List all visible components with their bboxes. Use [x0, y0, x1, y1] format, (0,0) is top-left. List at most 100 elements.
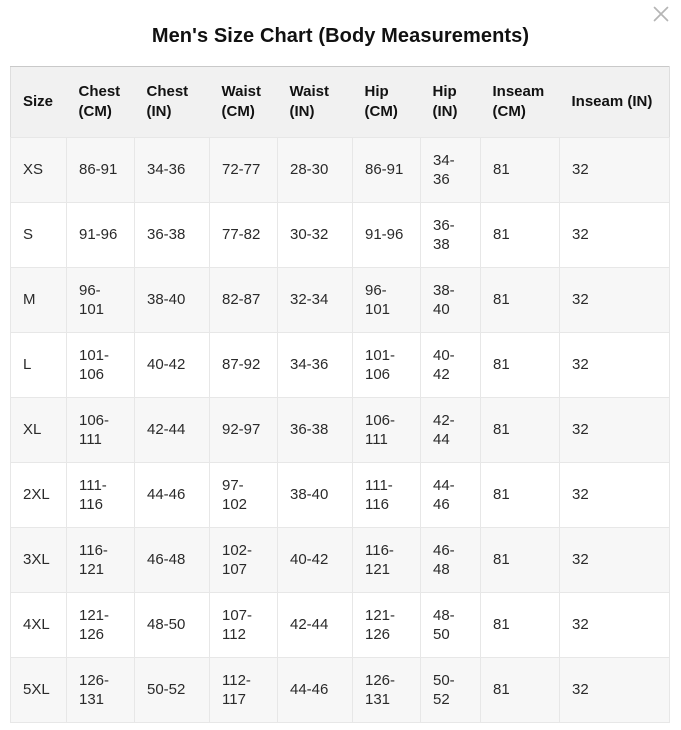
measurement-cell: 42-44 [420, 397, 481, 463]
table-row: 5XL 126-131 50-52 112-117 44-46 126-131 50-52 8… [10, 657, 670, 723]
column-header: Waist (IN) [277, 66, 353, 138]
measurement-cell: 40-42 [420, 332, 481, 398]
measurement-cell: 81 [480, 527, 560, 593]
close-button[interactable] [650, 3, 672, 25]
measurement-cell: 38-40 [134, 267, 210, 333]
measurement-cell: 81 [480, 137, 560, 203]
measurement-cell: 121-126 [352, 592, 421, 658]
measurement-cell: 30-32 [277, 202, 353, 268]
measurement-cell: 34-36 [277, 332, 353, 398]
measurement-cell: 111-116 [66, 462, 135, 528]
measurement-cell: 81 [480, 462, 560, 528]
page-title: Men's Size Chart (Body Measurements) [151, 25, 530, 47]
measurement-cell: 32 [559, 657, 670, 723]
size-chart-table: Size Chest (CM) Chest (IN) Waist (CM) Waist … [10, 66, 670, 723]
measurement-cell: 81 [480, 267, 560, 333]
measurement-cell: 86-91 [352, 137, 421, 203]
table-header-row: Size Chest (CM) Chest (IN) Waist (CM) Waist … [10, 66, 670, 138]
measurement-cell: 112-117 [209, 657, 278, 723]
measurement-cell: 106-111 [352, 397, 421, 463]
measurement-cell: 126-131 [66, 657, 135, 723]
measurement-cell: 92-97 [209, 397, 278, 463]
measurement-cell: 81 [480, 332, 560, 398]
column-header: Size [10, 66, 67, 138]
table-row: XS 86-91 34-36 72-77 28-30 86-91 34-36 81 32 [10, 137, 670, 203]
measurement-cell: 116-121 [352, 527, 421, 593]
measurement-cell: 121-126 [66, 592, 135, 658]
measurement-cell: 91-96 [66, 202, 135, 268]
measurement-cell: 87-92 [209, 332, 278, 398]
size-label-cell: 2XL [10, 462, 67, 528]
measurement-cell: 81 [480, 202, 560, 268]
column-header: Hip (IN) [420, 66, 481, 138]
measurement-cell: 34-36 [420, 137, 481, 203]
measurement-cell: 38-40 [420, 267, 481, 333]
size-label-cell: XL [10, 397, 67, 463]
measurement-cell: 40-42 [134, 332, 210, 398]
measurement-cell: 32 [559, 137, 670, 203]
size-label-cell: XS [10, 137, 67, 203]
measurement-cell: 42-44 [277, 592, 353, 658]
measurement-cell: 36-38 [277, 397, 353, 463]
measurement-cell: 96-101 [352, 267, 421, 333]
column-header: Chest (CM) [66, 66, 135, 138]
measurement-cell: 44-46 [420, 462, 481, 528]
size-label-cell: M [10, 267, 67, 333]
measurement-cell: 32 [559, 332, 670, 398]
measurement-cell: 48-50 [420, 592, 481, 658]
measurement-cell: 91-96 [352, 202, 421, 268]
measurement-cell: 32 [559, 592, 670, 658]
measurement-cell: 42-44 [134, 397, 210, 463]
measurement-cell: 126-131 [352, 657, 421, 723]
table-row: 4XL 121-126 48-50 107-112 42-44 121-126 48-50 8… [10, 592, 670, 658]
measurement-cell: 38-40 [277, 462, 353, 528]
measurement-cell: 77-82 [209, 202, 278, 268]
measurement-cell: 96-101 [66, 267, 135, 333]
measurement-cell: 50-52 [420, 657, 481, 723]
table-row: M 96-101 38-40 82-87 32-34 96-101 38-40 81 32 [10, 267, 670, 333]
measurement-cell: 46-48 [420, 527, 481, 593]
measurement-cell: 32 [559, 397, 670, 463]
size-label-cell: L [10, 332, 67, 398]
column-header: Chest (IN) [134, 66, 210, 138]
measurement-cell: 111-116 [352, 462, 421, 528]
measurement-cell: 106-111 [66, 397, 135, 463]
measurement-cell: 32-34 [277, 267, 353, 333]
table-row: XL 106-111 42-44 92-97 36-38 106-111 42-44 81 32 [10, 397, 670, 463]
size-label-cell: 3XL [10, 527, 67, 593]
measurement-cell: 81 [480, 657, 560, 723]
measurement-cell: 116-121 [66, 527, 135, 593]
measurement-cell: 44-46 [277, 657, 353, 723]
measurement-cell: 32 [559, 202, 670, 268]
measurement-cell: 81 [480, 592, 560, 658]
measurement-cell: 36-38 [420, 202, 481, 268]
table-row: 3XL 116-121 46-48 102-107 40-42 116-121 46-48 8… [10, 527, 670, 593]
column-header: Inseam (IN) [559, 66, 670, 138]
measurement-cell: 32 [559, 267, 670, 333]
measurement-cell: 101-106 [352, 332, 421, 398]
measurement-cell: 82-87 [209, 267, 278, 333]
measurement-cell: 36-38 [134, 202, 210, 268]
measurement-cell: 34-36 [134, 137, 210, 203]
measurement-cell: 40-42 [277, 527, 353, 593]
measurement-cell: 32 [559, 527, 670, 593]
size-label-cell: 5XL [10, 657, 67, 723]
table-row: S 91-96 36-38 77-82 30-32 91-96 36-38 81 32 [10, 202, 670, 268]
measurement-cell: 81 [480, 397, 560, 463]
measurement-cell: 102-107 [209, 527, 278, 593]
size-label-cell: 4XL [10, 592, 67, 658]
table-row: L 101-106 40-42 87-92 34-36 101-106 40-42 81 32 [10, 332, 670, 398]
measurement-cell: 32 [559, 462, 670, 528]
column-header: Hip (CM) [352, 66, 421, 138]
measurement-cell: 86-91 [66, 137, 135, 203]
measurement-cell: 107-112 [209, 592, 278, 658]
measurement-cell: 50-52 [134, 657, 210, 723]
column-header: Waist (CM) [209, 66, 278, 138]
measurement-cell: 44-46 [134, 462, 210, 528]
measurement-cell: 48-50 [134, 592, 210, 658]
column-header: Inseam (CM) [480, 66, 560, 138]
measurement-cell: 46-48 [134, 527, 210, 593]
table-row: 2XL 111-116 44-46 97-102 38-40 111-116 44-46 81… [10, 462, 670, 528]
measurement-cell: 28-30 [277, 137, 353, 203]
